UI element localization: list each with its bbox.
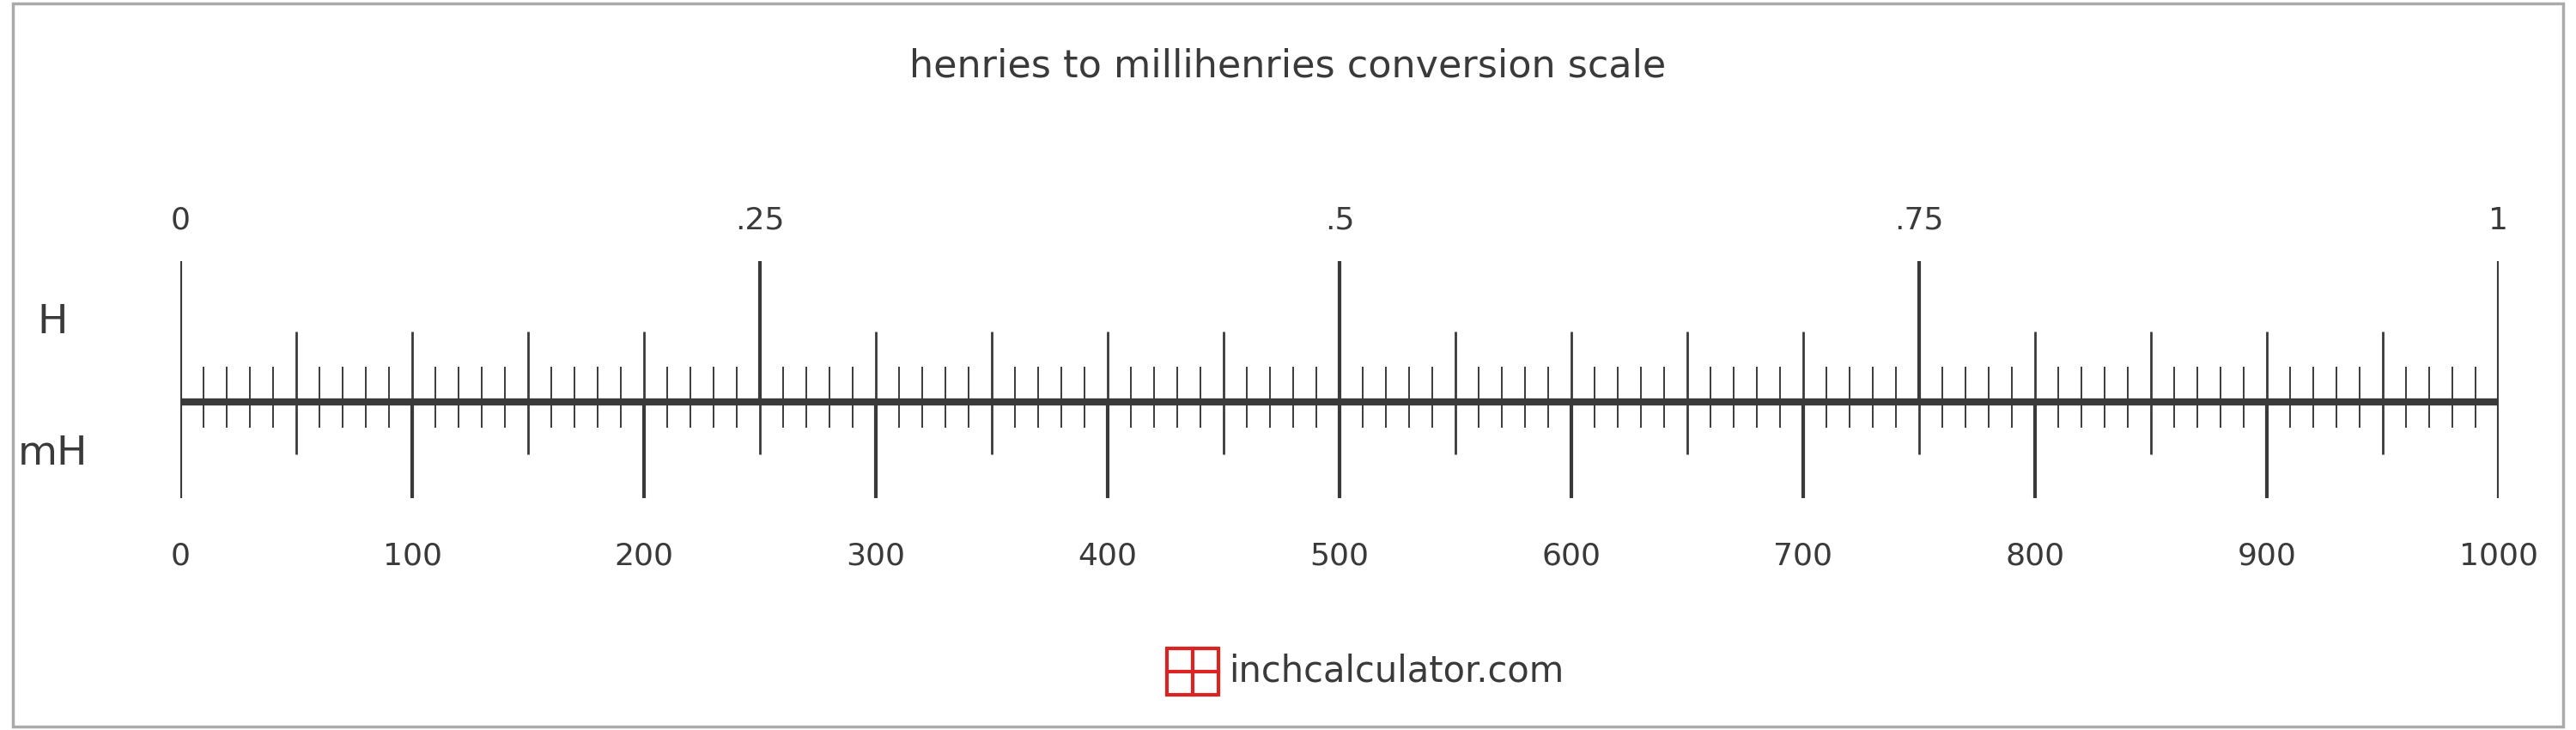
Text: 900: 900	[2239, 542, 2295, 571]
Text: .75: .75	[1893, 206, 1945, 235]
Text: 500: 500	[1309, 542, 1370, 571]
Text: 400: 400	[1077, 542, 1139, 571]
Text: 700: 700	[1772, 542, 1834, 571]
Text: 100: 100	[381, 542, 443, 571]
Text: mH: mH	[18, 435, 88, 473]
Text: 800: 800	[2004, 542, 2066, 571]
Text: 200: 200	[613, 542, 675, 571]
Text: inchcalculator.com: inchcalculator.com	[1229, 653, 1564, 690]
Text: .25: .25	[734, 206, 786, 235]
Text: 1: 1	[2488, 206, 2509, 235]
Text: 600: 600	[1540, 542, 1600, 571]
Text: henries to millihenries conversion scale: henries to millihenries conversion scale	[909, 47, 1667, 84]
Text: 0: 0	[170, 542, 191, 571]
Text: H: H	[39, 304, 67, 342]
Text: 1000: 1000	[2460, 542, 2537, 571]
Text: 300: 300	[845, 542, 907, 571]
Text: 0: 0	[170, 206, 191, 235]
Text: .5: .5	[1324, 206, 1355, 235]
